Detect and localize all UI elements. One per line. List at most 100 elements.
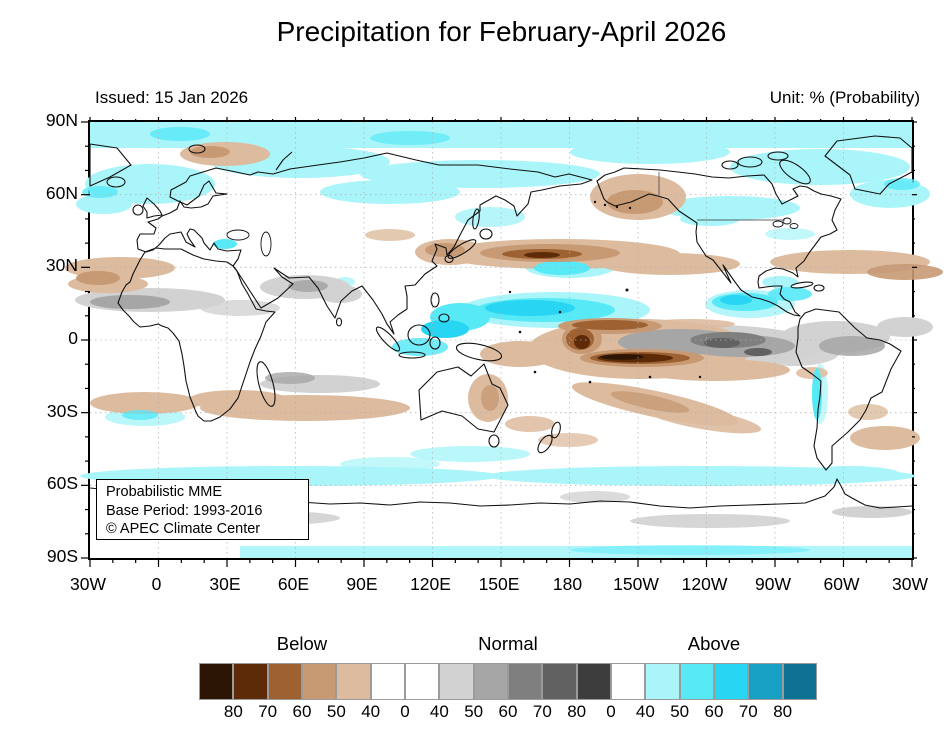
figure-title: Precipitation for February-April 2026: [276, 16, 727, 47]
legend-swatch: [336, 663, 371, 700]
australia-coastline: [418, 363, 509, 433]
near-normal-dark-patches: [690, 332, 772, 356]
greenland-east-sliver-coastline: [89, 143, 132, 187]
legend-group-label: Above: [687, 633, 741, 654]
info-line-base-period: Base Period: 1993-2016: [106, 502, 263, 519]
lon-tick-label: 120E: [410, 574, 451, 594]
lon-tick-label: 90W: [755, 574, 791, 594]
sulawesi: [429, 336, 441, 350]
new-guinea: [455, 342, 503, 362]
lon-tick-label: 30E: [209, 574, 241, 594]
legend-boundary-value: 70: [258, 702, 278, 721]
island-dots: [508, 200, 702, 384]
legend-boundary-value: 40: [635, 702, 655, 721]
legend-boundary-value: 0: [400, 702, 410, 721]
legend-boundary-value: 80: [567, 702, 587, 721]
legend-swatch: [267, 663, 302, 700]
legend-swatch: [679, 663, 714, 700]
iceland: [106, 176, 126, 188]
legend-swatch: [233, 663, 268, 700]
lat-tick-label: 30S: [46, 400, 78, 421]
islands-coastlines: [106, 144, 825, 454]
legend-swatch: [301, 663, 337, 700]
eurasia-coastline: [136, 152, 593, 335]
legend-boundary-value: 0: [606, 702, 616, 721]
south-america-coastline: [795, 308, 902, 471]
lon-tick-label: 150E: [478, 574, 520, 594]
world-map: Probabilistic MME Base Period: 1993-2016…: [65, 117, 943, 567]
lon-tick-label: 30W: [892, 574, 928, 594]
lat-tick-label: 90N: [45, 110, 78, 130]
tasmania: [488, 434, 500, 448]
hispaniola: [813, 284, 825, 292]
legend-swatch: [370, 663, 405, 700]
legend-swatch: [542, 663, 577, 700]
legend-boundary-value: 50: [326, 702, 346, 721]
hokkaido: [479, 228, 493, 240]
legend-boundary-value: 70: [532, 702, 552, 721]
greenland-coastline: [824, 135, 913, 195]
sakhalin: [472, 208, 480, 230]
sumatra: [375, 326, 401, 352]
lat-tick-label: 30N: [45, 255, 78, 276]
java: [398, 351, 426, 359]
legend-boundary-value: 50: [464, 702, 484, 721]
lon-tick-label: 60W: [823, 574, 860, 594]
borneo: [407, 324, 431, 346]
ireland: [132, 204, 144, 216]
great-britain: [142, 197, 163, 219]
legend-swatch: [576, 663, 611, 700]
lon-tick-label: 180: [552, 574, 583, 594]
lon-tick-label: 150W: [613, 574, 659, 594]
legend-boundary-value: 80: [223, 702, 243, 721]
legend-swatch: [473, 663, 508, 700]
legend-boundary-value: 40: [429, 702, 449, 721]
black-sea: [226, 229, 250, 241]
great-lakes: [772, 220, 784, 228]
lon-tick-label: 120W: [681, 574, 728, 594]
luzon: [430, 292, 440, 308]
country-borders: [658, 172, 785, 221]
coastlines: [89, 135, 913, 509]
legend-boundary-value: 50: [670, 702, 690, 721]
above-normal-bright-patches: [82, 127, 920, 555]
legend-swatch: [610, 663, 646, 700]
legend-boundary-value: 70: [738, 702, 758, 721]
madagascar: [256, 361, 276, 407]
probability-field: [65, 122, 943, 558]
baffin-island: [779, 159, 811, 185]
mindanao: [438, 313, 450, 323]
novaya-zemlya-coastline: [275, 151, 293, 171]
axis-ticks: [81, 117, 917, 567]
info-line-copyright: © APEC Climate Center: [106, 521, 261, 537]
legend-boundary-value: 60: [292, 702, 312, 721]
lat-tick-label: 60N: [45, 182, 78, 203]
legend-boundary-value: 40: [361, 702, 381, 721]
caspian-sea: [260, 231, 272, 257]
unit-label: Unit: % (Probability): [769, 88, 920, 107]
map-plot-area: [65, 117, 943, 567]
lon-tick-label: 60E: [277, 574, 310, 594]
graticule: [90, 122, 912, 558]
chile-coast-above-patch: [812, 368, 822, 420]
legend-swatch: [439, 663, 474, 700]
legend-swatch: [507, 663, 543, 700]
kyushu: [444, 254, 454, 264]
legend-group-label: Below: [276, 633, 328, 654]
sri-lanka: [335, 317, 343, 327]
africa-coastline: [117, 247, 276, 422]
legend-swatch: [748, 663, 783, 700]
lat-tick-label: 90S: [46, 546, 78, 566]
lon-tick-label: 30W: [70, 574, 106, 594]
legend-swatch: [782, 663, 817, 700]
nz-south-island: [537, 434, 553, 454]
legend-boundary-value: 60: [498, 702, 518, 721]
honshu: [447, 239, 477, 259]
nz-north-island: [551, 421, 561, 439]
inland-water: [226, 217, 799, 257]
legend-swatch: [199, 663, 234, 700]
lat-tick-label: 60S: [46, 473, 78, 494]
issued-date-label: Issued: 15 Jan 2026: [95, 88, 249, 107]
lon-tick-label: 0: [151, 574, 162, 594]
cuba: [790, 281, 814, 289]
